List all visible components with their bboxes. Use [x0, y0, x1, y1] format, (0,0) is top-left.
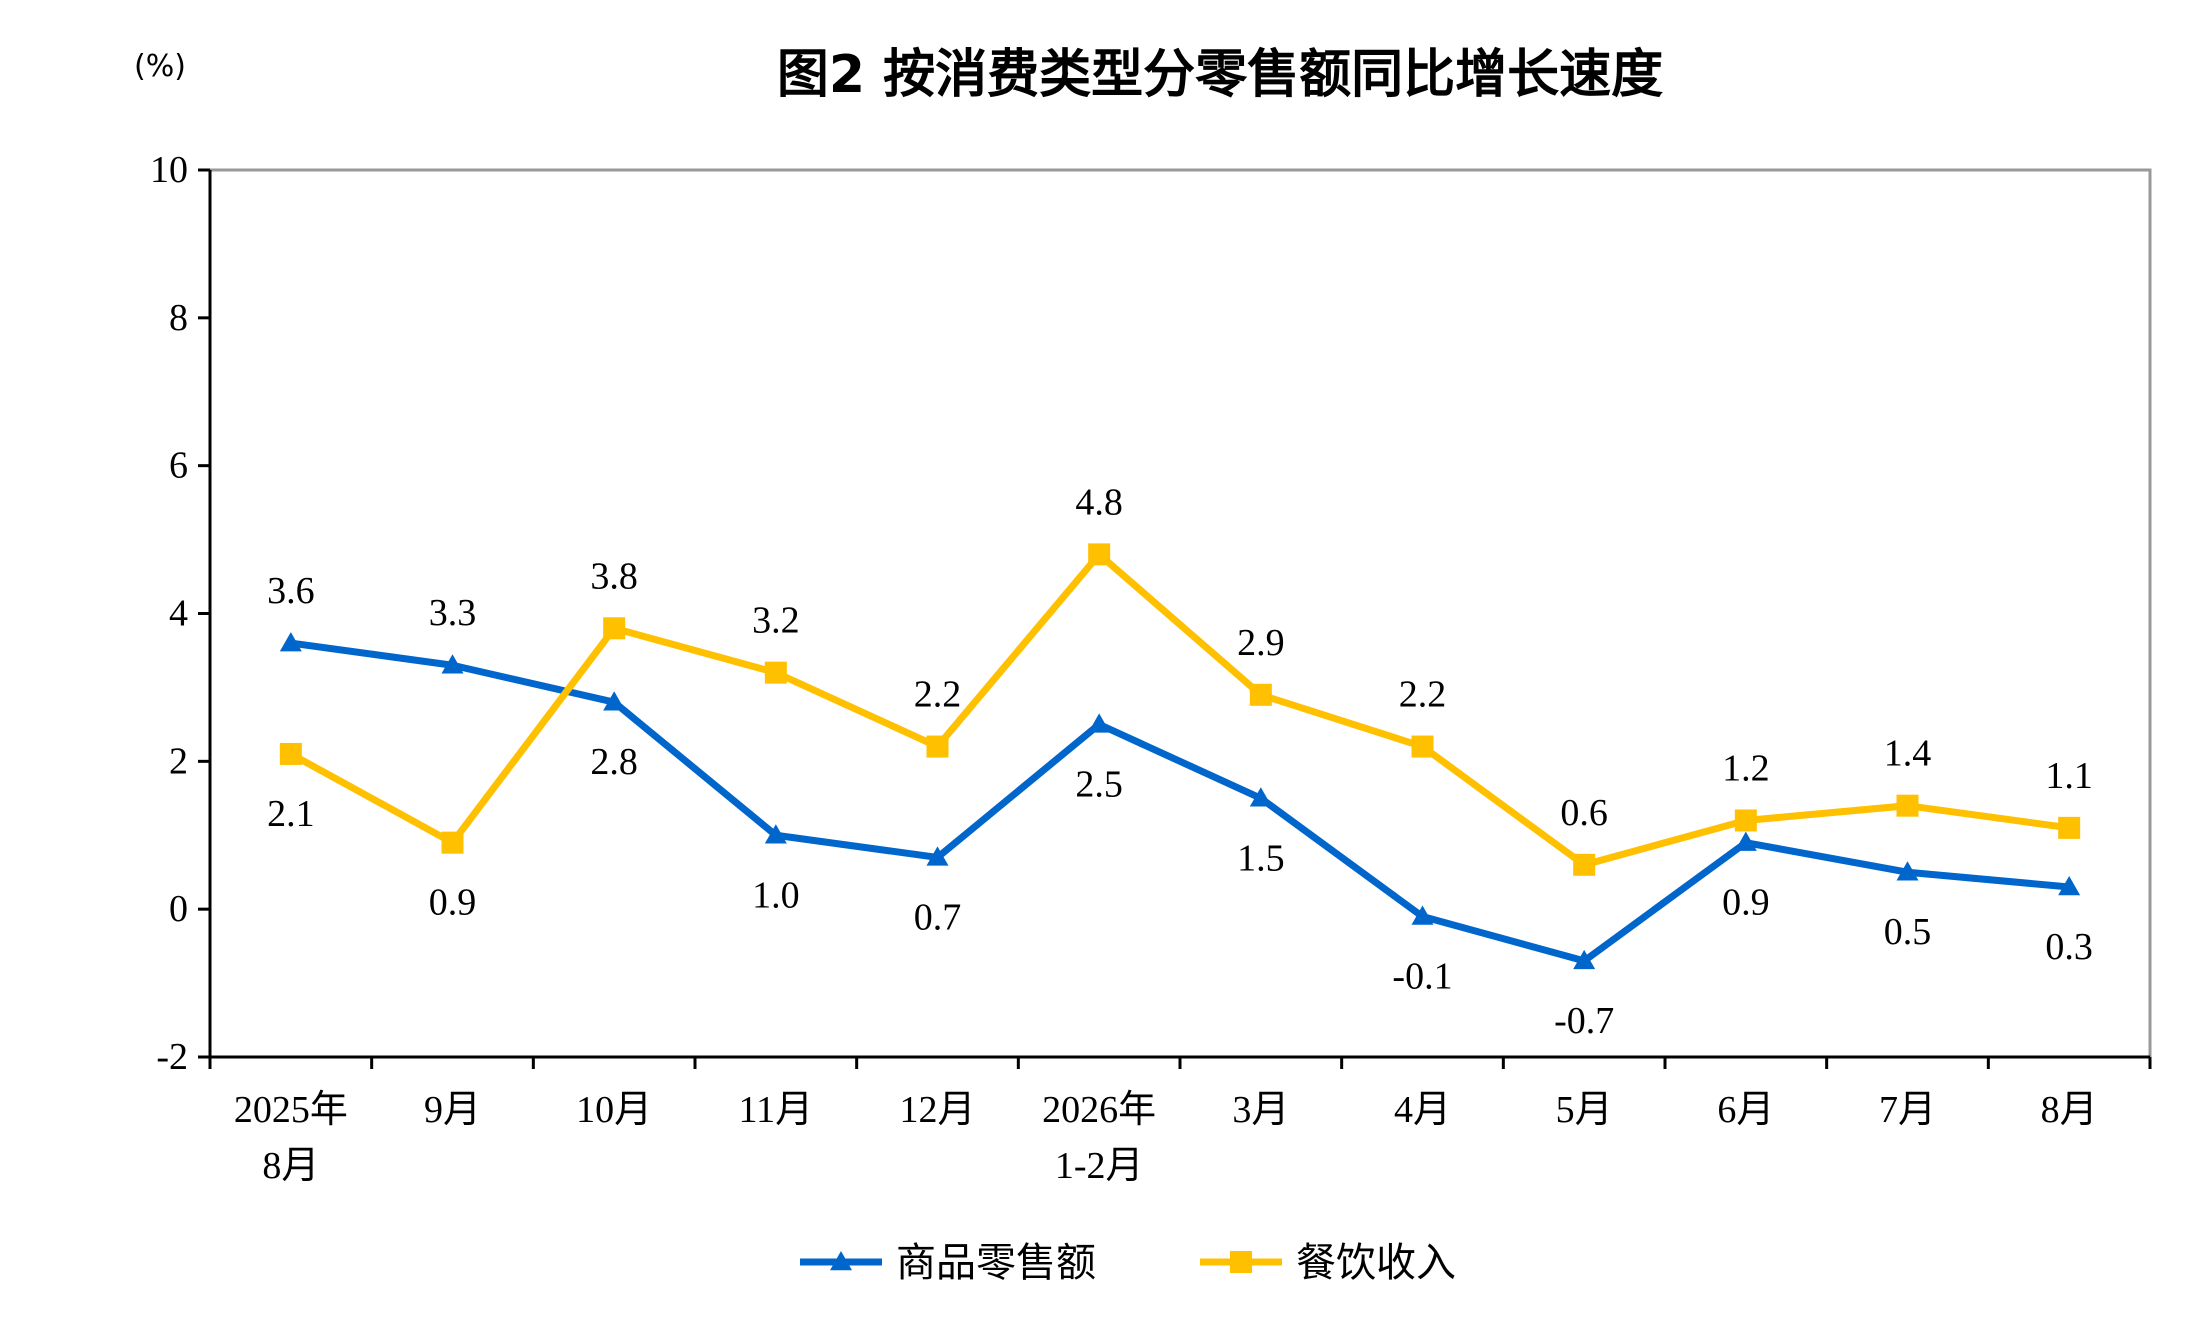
y-tick-label: 8: [169, 297, 188, 339]
data-label: 3.8: [590, 555, 638, 597]
legend-marker-square: [1230, 1251, 1252, 1273]
y-tick-label: 4: [169, 593, 188, 635]
data-label: 2.9: [1237, 622, 1285, 664]
series-point-triangle: [926, 846, 949, 866]
y-tick-label: 0: [169, 888, 188, 930]
data-label: 0.7: [914, 896, 962, 938]
plot-area: [208, 168, 2152, 1059]
series-point-square: [279, 742, 302, 765]
data-label: 1.1: [2045, 755, 2093, 797]
series-point-square: [926, 735, 949, 758]
series-point-square: [764, 661, 787, 684]
plot-frame: [208, 168, 2152, 1059]
data-label: 1.5: [1237, 837, 1285, 879]
legend-marker-triangle: [830, 1251, 852, 1271]
x-tick-label: 10月: [576, 1089, 652, 1131]
x-tick-label: 11月: [739, 1089, 814, 1131]
y-tick-label: 10: [150, 149, 188, 191]
series-point-square: [1896, 794, 1919, 817]
series-point-square: [1249, 683, 1272, 706]
series-point-triangle: [764, 824, 787, 844]
y-tick-label: -2: [156, 1036, 188, 1078]
chart-title: 图2 按消费类型分零售额同比增长速度: [777, 45, 1663, 105]
data-label: 0.9: [1722, 882, 1770, 924]
data-label: 2.8: [590, 741, 638, 783]
x-tick-label: 3月: [1232, 1089, 1289, 1131]
x-tick-label: 4月: [1394, 1089, 1451, 1131]
x-axis: 2025年 8月 9月 10月 11月 12月 2026年 1-2月 3月 4月 5月 6月 7月 8月: [208, 1057, 2152, 1187]
data-label: -0.7: [1554, 1000, 1614, 1042]
x-tick-label: 8月: [2041, 1089, 2098, 1131]
data-label: 2.5: [1075, 763, 1123, 805]
series-line-0: [287, 639, 2073, 965]
series-point-triangle: [1573, 949, 1596, 970]
y-axis: 10 8 6 4 2 0 -2: [150, 149, 210, 1078]
data-label: 0.5: [1884, 911, 1932, 953]
series-point-triangle: [603, 691, 626, 711]
series-point-square: [1734, 809, 1757, 832]
data-label: 4.8: [1075, 481, 1123, 523]
series-point-square: [1411, 735, 1434, 758]
series-point-triangle: [1249, 787, 1272, 807]
x-tick-label: 5月: [1556, 1089, 1613, 1131]
data-label: 3.3: [429, 592, 477, 634]
series-point-triangle: [1896, 861, 1919, 881]
data-label: 1.4: [1884, 733, 1932, 775]
series-group: [279, 543, 2081, 970]
series-point-triangle: [1734, 831, 1757, 851]
x-tick-label: 2026年: [1042, 1089, 1156, 1131]
series-point-square: [1573, 853, 1596, 876]
x-tick-label: 9月: [424, 1089, 481, 1131]
legend-label: 商品零售额: [896, 1240, 1096, 1286]
data-label: 2.2: [1399, 674, 1447, 716]
data-label: 3.6: [267, 570, 315, 612]
series-point-square: [603, 617, 626, 640]
data-labels: 3.6 2.1 3.3 0.9 2.8 3.8 1.0 3.2 0.7 2.2 2.5 4.8 1.5 2…: [267, 481, 2093, 1042]
series-point-triangle: [279, 632, 302, 652]
x-tick-label: 2025年: [234, 1089, 348, 1131]
data-label: 0.3: [2045, 926, 2093, 968]
data-label: 1.2: [1722, 747, 1770, 789]
data-label: 2.1: [267, 793, 315, 835]
data-label: -0.1: [1392, 956, 1452, 998]
data-label: 2.2: [914, 674, 962, 716]
legend-label: 餐饮收入: [1296, 1240, 1456, 1286]
data-label: 0.6: [1560, 792, 1608, 834]
series-point-square: [1088, 543, 1111, 566]
series-point-triangle: [1411, 905, 1434, 925]
legend: 商品零售额 餐饮收入: [800, 1240, 1456, 1286]
data-label: 1.0: [752, 874, 800, 916]
x-tick-label: 7月: [1879, 1089, 1936, 1131]
series-point-square: [2058, 816, 2081, 839]
series-point-triangle: [2058, 875, 2081, 896]
data-label: 3.2: [752, 600, 800, 642]
series-point-triangle: [1088, 713, 1111, 733]
x-tick-label: 6月: [1717, 1089, 1774, 1131]
series-point-triangle: [441, 654, 464, 674]
y-tick-label: 2: [169, 740, 188, 782]
x-tick-label: 8月: [262, 1145, 319, 1187]
series-line-1: [287, 550, 2073, 869]
x-tick-label: 1-2月: [1055, 1145, 1144, 1187]
y-unit-label: (%): [134, 49, 186, 84]
y-tick-label: 6: [169, 445, 188, 487]
data-label: 0.9: [429, 882, 477, 924]
series-point-square: [441, 831, 464, 854]
x-tick-label: 12月: [899, 1089, 975, 1131]
